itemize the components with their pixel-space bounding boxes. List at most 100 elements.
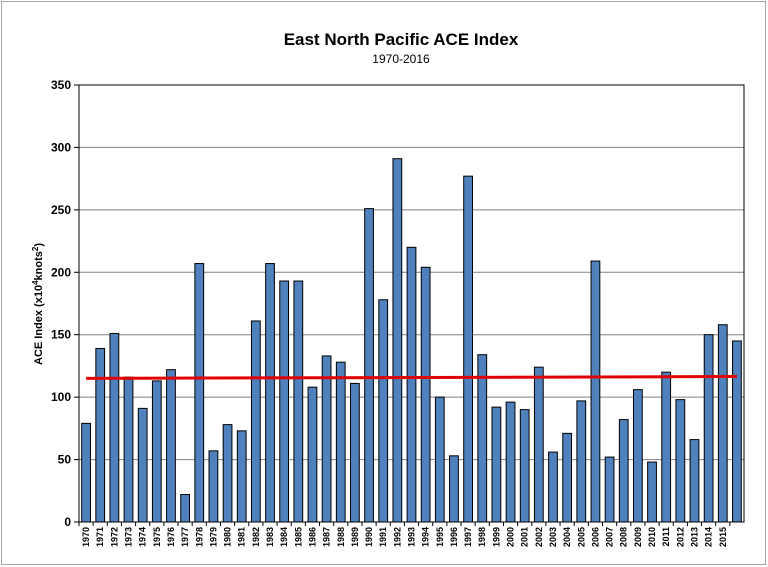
x-tick-label: 1991 [378,527,388,547]
bar [647,461,657,523]
bar [632,389,643,523]
bar [293,280,304,523]
x-tick-label: 2005 [576,527,586,547]
bar [576,400,587,523]
y-tick-label: 50 [58,453,72,467]
bar [477,354,488,523]
x-tick-label: 1978 [194,527,204,547]
x-tick-label: 1989 [350,527,360,547]
x-axis-ticks: 1970 1971 1972 1973 1974 1975 1976 1977 1978 1979… [78,522,731,547]
y-axis-label-main: ACE Index (x10 [33,285,45,365]
bar [166,369,176,523]
bar [434,396,445,523]
bar [137,407,148,523]
x-tick-label: 1984 [279,527,289,547]
x-tick-label: 2000 [506,527,516,547]
y-axis-ticks: 0 50 100 150 200 250 300 350 [51,78,79,529]
bar [420,266,431,523]
bar [109,332,120,523]
y-tick-label: 100 [51,390,71,404]
x-tick-label: 1972 [109,527,119,547]
x-tick-label: 1983 [265,527,275,547]
y-axis-label-sup2: 2 [31,246,40,251]
x-tick-label: 2001 [520,527,530,547]
bar [81,422,91,523]
x-tick-label: 2012 [675,527,685,547]
bar [675,399,686,523]
bar [350,382,360,523]
x-tick-label: 1974 [138,527,148,547]
x-tick-label: 1980 [223,527,233,547]
x-tick-label: 1971 [95,527,105,547]
bar [95,347,106,523]
x-tick-label: 1976 [166,527,176,547]
x-tick-label: 2006 [590,527,600,547]
bar [364,208,374,523]
bar [519,409,530,523]
x-tick-label: 1982 [251,527,261,547]
bar [491,406,502,523]
bar [180,494,191,523]
x-tick-label: 1986 [307,527,317,547]
bar [250,320,261,523]
x-tick-label: 1995 [435,527,445,547]
x-tick-label: 1994 [421,527,431,547]
bar [222,424,233,523]
x-tick-label: 1997 [463,527,473,547]
x-tick-label: 2009 [633,527,643,547]
y-axis-label-end: ) [33,243,45,247]
x-tick-label: 1988 [336,527,346,547]
bar [604,456,615,523]
x-tick-label: 1990 [364,527,374,547]
x-tick-label: 1998 [477,527,487,547]
x-tick-label: 1987 [322,527,332,547]
x-tick-label: 1996 [449,527,459,547]
x-tick-label: 1992 [392,527,402,547]
x-tick-label: 1975 [152,527,162,547]
bar [533,366,544,523]
x-tick-label: 2003 [548,527,558,547]
x-tick-label: 1970 [81,527,91,547]
bar [335,361,346,523]
x-tick-label: 1999 [491,527,501,547]
y-axis-label: ACE Index (x104knots2) [31,243,45,365]
bar [151,380,162,523]
bar [392,158,403,523]
x-tick-label: 2008 [619,527,629,547]
bar [505,401,516,523]
bar [732,340,742,523]
bar [236,430,247,523]
bar [194,263,205,523]
x-tick-label: 2014 [704,527,714,547]
x-tick-label: 2002 [534,527,544,547]
bar [548,451,558,523]
x-tick-label: 1977 [180,527,190,547]
bar [378,299,389,523]
x-tick-label: 1985 [293,527,303,547]
bar [661,371,672,523]
bar [562,432,573,523]
bar [265,263,275,523]
y-tick-label: 300 [51,140,71,154]
y-tick-label: 350 [51,78,71,92]
x-tick-label: 2004 [562,527,572,547]
bar [463,175,473,523]
bar [208,450,219,523]
bar [123,376,134,523]
chart-subtitle: 1970-2016 [372,52,430,66]
bar [618,419,629,523]
bar [689,439,700,523]
plot-area-border [78,84,745,523]
x-tick-label: 1973 [124,527,134,547]
y-tick-label: 150 [51,328,71,342]
y-tick-label: 250 [51,203,71,217]
bar [717,324,728,523]
bar [279,280,290,523]
x-tick-label: 1979 [208,527,218,547]
x-tick-label: 2015 [718,527,728,547]
bars [81,158,742,523]
bar [406,246,417,523]
chart-title: East North Pacific ACE Index [284,30,519,49]
x-tick-label: 2007 [605,527,615,547]
